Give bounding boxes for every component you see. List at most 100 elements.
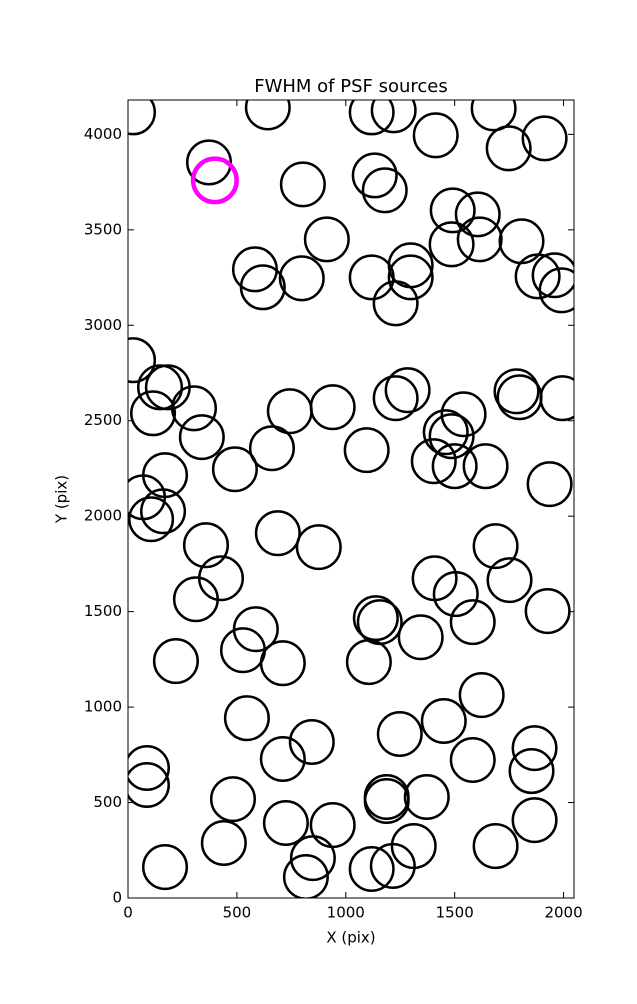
source-circle	[140, 488, 187, 535]
source-circle	[182, 522, 229, 569]
source-circle	[514, 253, 561, 300]
source-circle	[130, 390, 177, 437]
source-circle	[172, 576, 219, 623]
source-circle	[428, 221, 475, 268]
source-circle	[352, 595, 399, 642]
source-circle	[370, 100, 417, 134]
axes-frame	[127, 99, 575, 899]
source-circle	[539, 375, 574, 422]
source-circle	[309, 384, 356, 431]
source-circle	[348, 845, 395, 893]
source-circle	[384, 367, 431, 414]
x-tick-label: 0	[123, 904, 133, 922]
source-circle	[538, 267, 574, 314]
source-circle	[178, 414, 225, 461]
source-circle	[288, 718, 335, 766]
source-circle	[412, 112, 459, 159]
source-circle	[397, 614, 444, 661]
source-circle	[170, 385, 218, 432]
source-circle	[472, 523, 519, 570]
source-circle	[128, 761, 170, 809]
source-circle	[372, 375, 419, 422]
source-circle	[462, 443, 509, 490]
plot-area	[128, 100, 574, 898]
y-tick-label: 2000	[84, 507, 122, 525]
y-tick-label: 3500	[84, 220, 122, 238]
x-tick-label: 500	[223, 904, 252, 922]
source-circle	[209, 776, 256, 823]
source-circle	[289, 835, 336, 882]
source-circle	[524, 588, 571, 635]
source-circle	[343, 427, 390, 474]
y-tick-label: 1500	[84, 602, 122, 620]
source-circle	[526, 461, 573, 508]
source-circle	[410, 438, 457, 485]
source-circle	[239, 264, 286, 311]
source-circle	[521, 115, 568, 162]
source-circle	[403, 773, 450, 821]
source-circle	[376, 710, 423, 758]
source-circle	[259, 640, 306, 687]
source-circle	[262, 799, 309, 847]
source-circle	[493, 368, 540, 415]
source-circle	[454, 191, 501, 238]
source-circle	[279, 161, 326, 208]
source-circle	[200, 819, 247, 867]
source-circle	[211, 446, 258, 493]
source-circle	[422, 409, 469, 456]
source-circle	[486, 557, 533, 604]
y-tick-label: 500	[93, 793, 122, 811]
source-circle	[363, 777, 410, 825]
source-circle	[432, 571, 479, 618]
source-circle	[472, 823, 519, 870]
source-circle	[511, 725, 558, 772]
source-circle	[485, 125, 532, 172]
source-circle	[440, 391, 487, 438]
y-tick-label: 3000	[84, 316, 122, 334]
source-circle	[223, 695, 270, 742]
source-circle	[278, 255, 325, 302]
source-circle	[128, 337, 157, 384]
source-circle	[248, 425, 295, 472]
source-circle	[345, 639, 392, 686]
source-circle	[282, 853, 329, 898]
source-circle	[136, 364, 184, 411]
source-circle	[429, 187, 476, 234]
source-circle	[141, 844, 189, 891]
source-circle	[458, 672, 505, 719]
x-tick-label: 1500	[436, 904, 474, 922]
source-circle	[190, 156, 239, 205]
source-circle	[303, 216, 350, 263]
source-circle	[456, 216, 503, 263]
y-axis-label: Y (pix)	[53, 475, 71, 524]
source-circle	[351, 152, 398, 199]
source-circle	[470, 100, 517, 132]
chart-title: FWHM of PSF sources	[254, 76, 448, 97]
source-circle	[348, 100, 395, 136]
source-circle	[508, 748, 555, 795]
source-circle	[244, 100, 291, 131]
source-circle	[511, 797, 558, 844]
y-tick-label: 0	[112, 889, 122, 907]
source-circle	[361, 167, 408, 214]
y-tick-label: 2500	[84, 411, 122, 429]
source-circle	[152, 638, 199, 685]
source-circle	[128, 496, 175, 543]
source-circle	[449, 736, 496, 784]
source-circle	[431, 443, 478, 490]
source-circle	[128, 744, 170, 792]
source-circle	[387, 254, 434, 301]
source-circle	[531, 252, 574, 299]
x-axis-label: X (pix)	[326, 929, 375, 947]
source-circle	[254, 510, 301, 557]
source-circle	[369, 842, 416, 889]
source-circle	[295, 524, 342, 571]
source-circle	[449, 599, 496, 646]
source-circle	[259, 735, 306, 783]
x-tick-label: 1000	[327, 904, 365, 922]
x-tick-label: 2000	[544, 904, 582, 922]
source-circle	[420, 697, 467, 745]
source-circle	[372, 280, 419, 327]
